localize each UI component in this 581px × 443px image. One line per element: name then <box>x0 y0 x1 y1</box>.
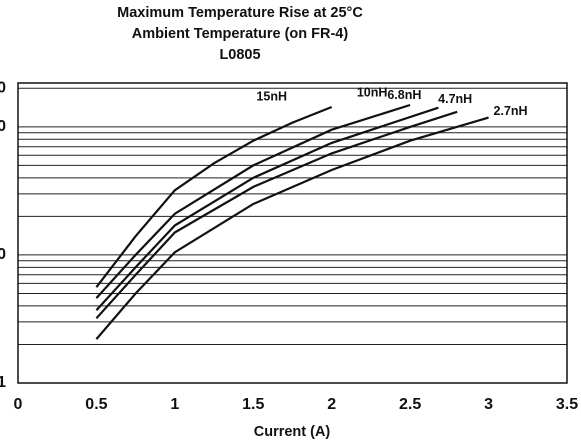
x-tick-label: 3 <box>484 396 493 413</box>
series-label: 2.7nH <box>494 104 528 118</box>
x-tick-label: 0 <box>14 396 23 413</box>
x-axis-label: Current (A) <box>254 424 331 440</box>
series-label: 4.7nH <box>438 92 472 106</box>
series-label: 15nH <box>256 89 287 103</box>
x-tick-label: 1 <box>170 396 179 413</box>
chart-title: Ambient Temperature (on FR-4) <box>132 26 349 42</box>
series-label: 6.8nH <box>387 88 421 102</box>
x-tick-label: 1.5 <box>242 396 264 413</box>
plot-frame <box>17 82 568 384</box>
y-tick-label: 10 <box>0 246 6 263</box>
series-line <box>95 116 489 340</box>
series-line <box>95 110 458 320</box>
x-tick-label: 3.5 <box>556 396 578 413</box>
y-tick-label: 200 <box>0 80 6 97</box>
y-tick-label: 1 <box>0 374 6 391</box>
series-line <box>95 105 333 288</box>
x-tick-label: 0.5 <box>85 396 107 413</box>
y-tick-label: 100 <box>0 118 6 135</box>
series-label: 10nH <box>357 85 388 99</box>
chart-title: Maximum Temperature Rise at 25°C <box>117 5 363 21</box>
chart-title: L0805 <box>219 47 260 63</box>
series-line <box>95 106 439 311</box>
x-tick-label: 2 <box>327 396 336 413</box>
series-line <box>95 103 411 299</box>
x-tick-label: 2.5 <box>399 396 421 413</box>
